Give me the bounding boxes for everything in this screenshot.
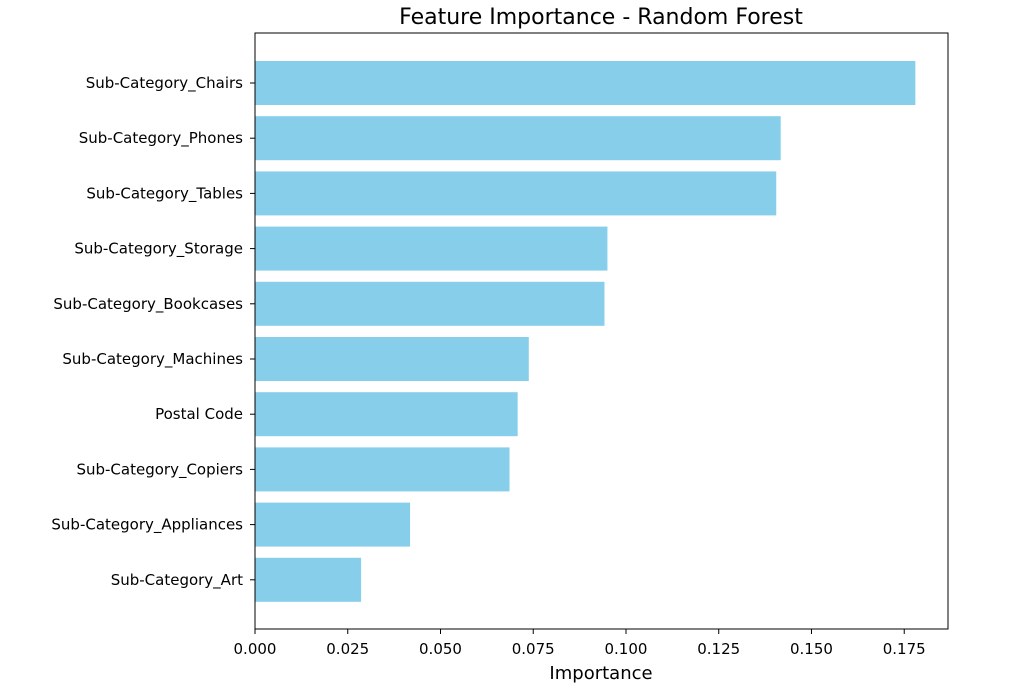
x-tick-label: 0.125 <box>697 640 740 658</box>
bar <box>255 226 608 271</box>
y-tick-label: Sub-Category_Art <box>111 571 243 590</box>
y-tick-label: Sub-Category_Machines <box>62 350 243 369</box>
bars-group <box>255 61 916 602</box>
y-tick-label: Postal Code <box>155 405 243 423</box>
bar <box>255 502 411 547</box>
x-axis-ticks: 0.000 0.025 0.050 0.075 0.100 0.125 0.150 0.175 <box>234 629 926 658</box>
bar <box>255 281 605 326</box>
x-tick-label: 0.000 <box>234 640 277 658</box>
chart-title: Feature Importance - Random Forest <box>399 5 803 30</box>
y-tick-label: Sub-Category_Storage <box>74 240 243 259</box>
x-tick-label: 0.050 <box>419 640 462 658</box>
y-tick-label: Sub-Category_Copiers <box>76 460 243 479</box>
y-tick-label: Sub-Category_Phones <box>79 129 243 148</box>
y-tick-label: Sub-Category_Tables <box>86 184 243 203</box>
y-tick-label: Sub-Category_Bookcases <box>53 295 243 314</box>
x-tick-label: 0.025 <box>326 640 369 658</box>
y-tick-label: Sub-Category_Chairs <box>86 74 243 93</box>
bar <box>255 557 362 602</box>
bar <box>255 171 777 216</box>
y-axis-ticks: Sub-Category_Chairs Sub-Category_Phones Su… <box>51 74 255 590</box>
bar <box>255 392 518 437</box>
y-tick-label: Sub-Category_Appliances <box>51 516 243 535</box>
x-axis-title: Importance <box>549 663 652 684</box>
bar <box>255 116 781 161</box>
x-tick-label: 0.150 <box>790 640 833 658</box>
x-tick-label: 0.075 <box>512 640 555 658</box>
bar <box>255 447 510 492</box>
bar <box>255 337 529 381</box>
x-tick-label: 0.175 <box>883 640 926 658</box>
x-tick-label: 0.100 <box>605 640 648 658</box>
plot-frame <box>254 32 949 630</box>
bar <box>255 61 916 105</box>
